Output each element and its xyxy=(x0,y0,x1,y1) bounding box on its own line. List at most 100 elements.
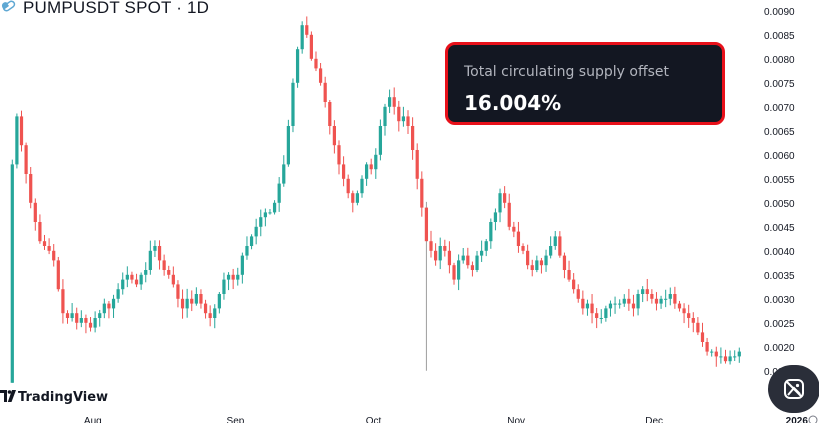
supply-offset-callout: Total circulating supply offset 16.004% xyxy=(445,42,725,125)
candle-body xyxy=(42,241,47,246)
candle-body xyxy=(111,298,116,309)
candle-body xyxy=(314,58,318,69)
candle-body xyxy=(705,342,709,352)
candle-body xyxy=(180,298,185,309)
candle-body xyxy=(723,356,728,362)
candle-body xyxy=(162,260,166,270)
candle-body xyxy=(226,274,231,280)
candle-body xyxy=(549,246,553,256)
candle-body xyxy=(604,308,608,318)
candle-body xyxy=(203,303,208,314)
x-tick-label: Aug xyxy=(84,416,102,423)
candle-body xyxy=(282,164,286,184)
candle-body xyxy=(572,279,576,290)
candle-body xyxy=(733,356,737,358)
candle-body xyxy=(654,298,659,304)
candle-body xyxy=(116,289,120,299)
timezone-icon[interactable] xyxy=(808,415,818,423)
price-axis[interactable]: 0.00150.00200.00250.00300.00350.00400.00… xyxy=(764,7,795,378)
candle-body xyxy=(300,25,304,50)
candle-body xyxy=(581,298,585,309)
candle-body xyxy=(245,246,249,256)
candle-body xyxy=(360,178,364,194)
candle-body xyxy=(466,255,470,266)
candle-body xyxy=(645,289,649,294)
candle-body xyxy=(139,274,143,285)
y-tick-label: 0.0035 xyxy=(764,271,795,282)
candle-body xyxy=(553,236,557,246)
candle-body xyxy=(98,313,102,318)
candle-body xyxy=(88,322,93,328)
candle-body xyxy=(457,260,461,280)
candle-body xyxy=(29,174,33,203)
candle-body xyxy=(673,294,677,304)
candle-body xyxy=(590,303,594,314)
candle-body xyxy=(512,226,516,232)
candle-body xyxy=(664,298,668,300)
candle-body xyxy=(585,303,590,309)
candle-body xyxy=(530,265,534,270)
candle-body xyxy=(309,34,313,59)
candle-body xyxy=(595,313,599,318)
candle-body xyxy=(134,279,139,285)
candle-body xyxy=(254,226,258,237)
candle-body xyxy=(489,222,493,242)
candle-body xyxy=(480,250,484,256)
candle-body xyxy=(125,274,129,280)
chart-title-text: PUMPUSDT SPOT · 1D xyxy=(22,0,210,17)
candle-body xyxy=(631,303,636,309)
candle-body xyxy=(208,313,212,318)
y-tick-label: 0.0040 xyxy=(764,247,795,258)
candle-body xyxy=(383,106,387,126)
x-tick-label: Dec xyxy=(645,416,663,423)
x-tick-label: 2026 xyxy=(786,416,809,423)
snapshot-button[interactable] xyxy=(768,365,819,413)
callout-label: Total circulating supply offset xyxy=(464,64,669,80)
candle-body xyxy=(392,97,396,107)
candle-body xyxy=(599,318,603,319)
candle-body xyxy=(714,351,718,357)
candle-body xyxy=(259,217,263,227)
candle-body xyxy=(337,145,341,165)
candle-body xyxy=(535,260,539,270)
candle-body xyxy=(79,318,83,323)
candle-body xyxy=(148,250,152,270)
candle-body xyxy=(687,313,691,318)
candle-body xyxy=(498,193,502,213)
candle-body xyxy=(470,265,475,270)
candle-body xyxy=(650,294,654,299)
candle-body xyxy=(659,298,663,304)
candle-body xyxy=(268,212,272,214)
candle-body xyxy=(38,222,42,242)
candle-body xyxy=(213,308,217,318)
candle-body xyxy=(364,164,369,179)
candle-body xyxy=(636,294,640,309)
candle-body xyxy=(484,241,488,251)
candle-body xyxy=(443,246,447,251)
candle-body xyxy=(415,150,419,179)
candle-body xyxy=(696,322,700,333)
candle-body xyxy=(710,351,714,353)
time-axis[interactable]: Aug Sep Oct Nov Dec 2026 xyxy=(84,415,818,423)
y-tick-label: 0.0055 xyxy=(764,175,795,186)
candle-body xyxy=(199,294,203,304)
y-tick-label: 0.0045 xyxy=(764,223,795,234)
candle-body xyxy=(562,255,567,270)
y-tick-label: 0.0080 xyxy=(764,55,795,66)
candle-body xyxy=(249,236,254,246)
candle-body xyxy=(406,116,410,126)
tradingview-watermark[interactable]: TradingView xyxy=(0,389,108,405)
candle-body xyxy=(107,303,111,309)
candle-body xyxy=(351,193,355,203)
candle-body xyxy=(153,246,157,251)
candle-body xyxy=(10,164,14,383)
candle-body xyxy=(613,303,617,305)
candle-body xyxy=(493,212,498,222)
candle-body xyxy=(397,106,401,122)
candle-body xyxy=(475,255,479,270)
watermark-text: TradingView xyxy=(18,390,109,405)
candle-body xyxy=(93,318,97,328)
y-tick-label: 0.0030 xyxy=(764,295,795,306)
candle-body xyxy=(130,274,134,280)
